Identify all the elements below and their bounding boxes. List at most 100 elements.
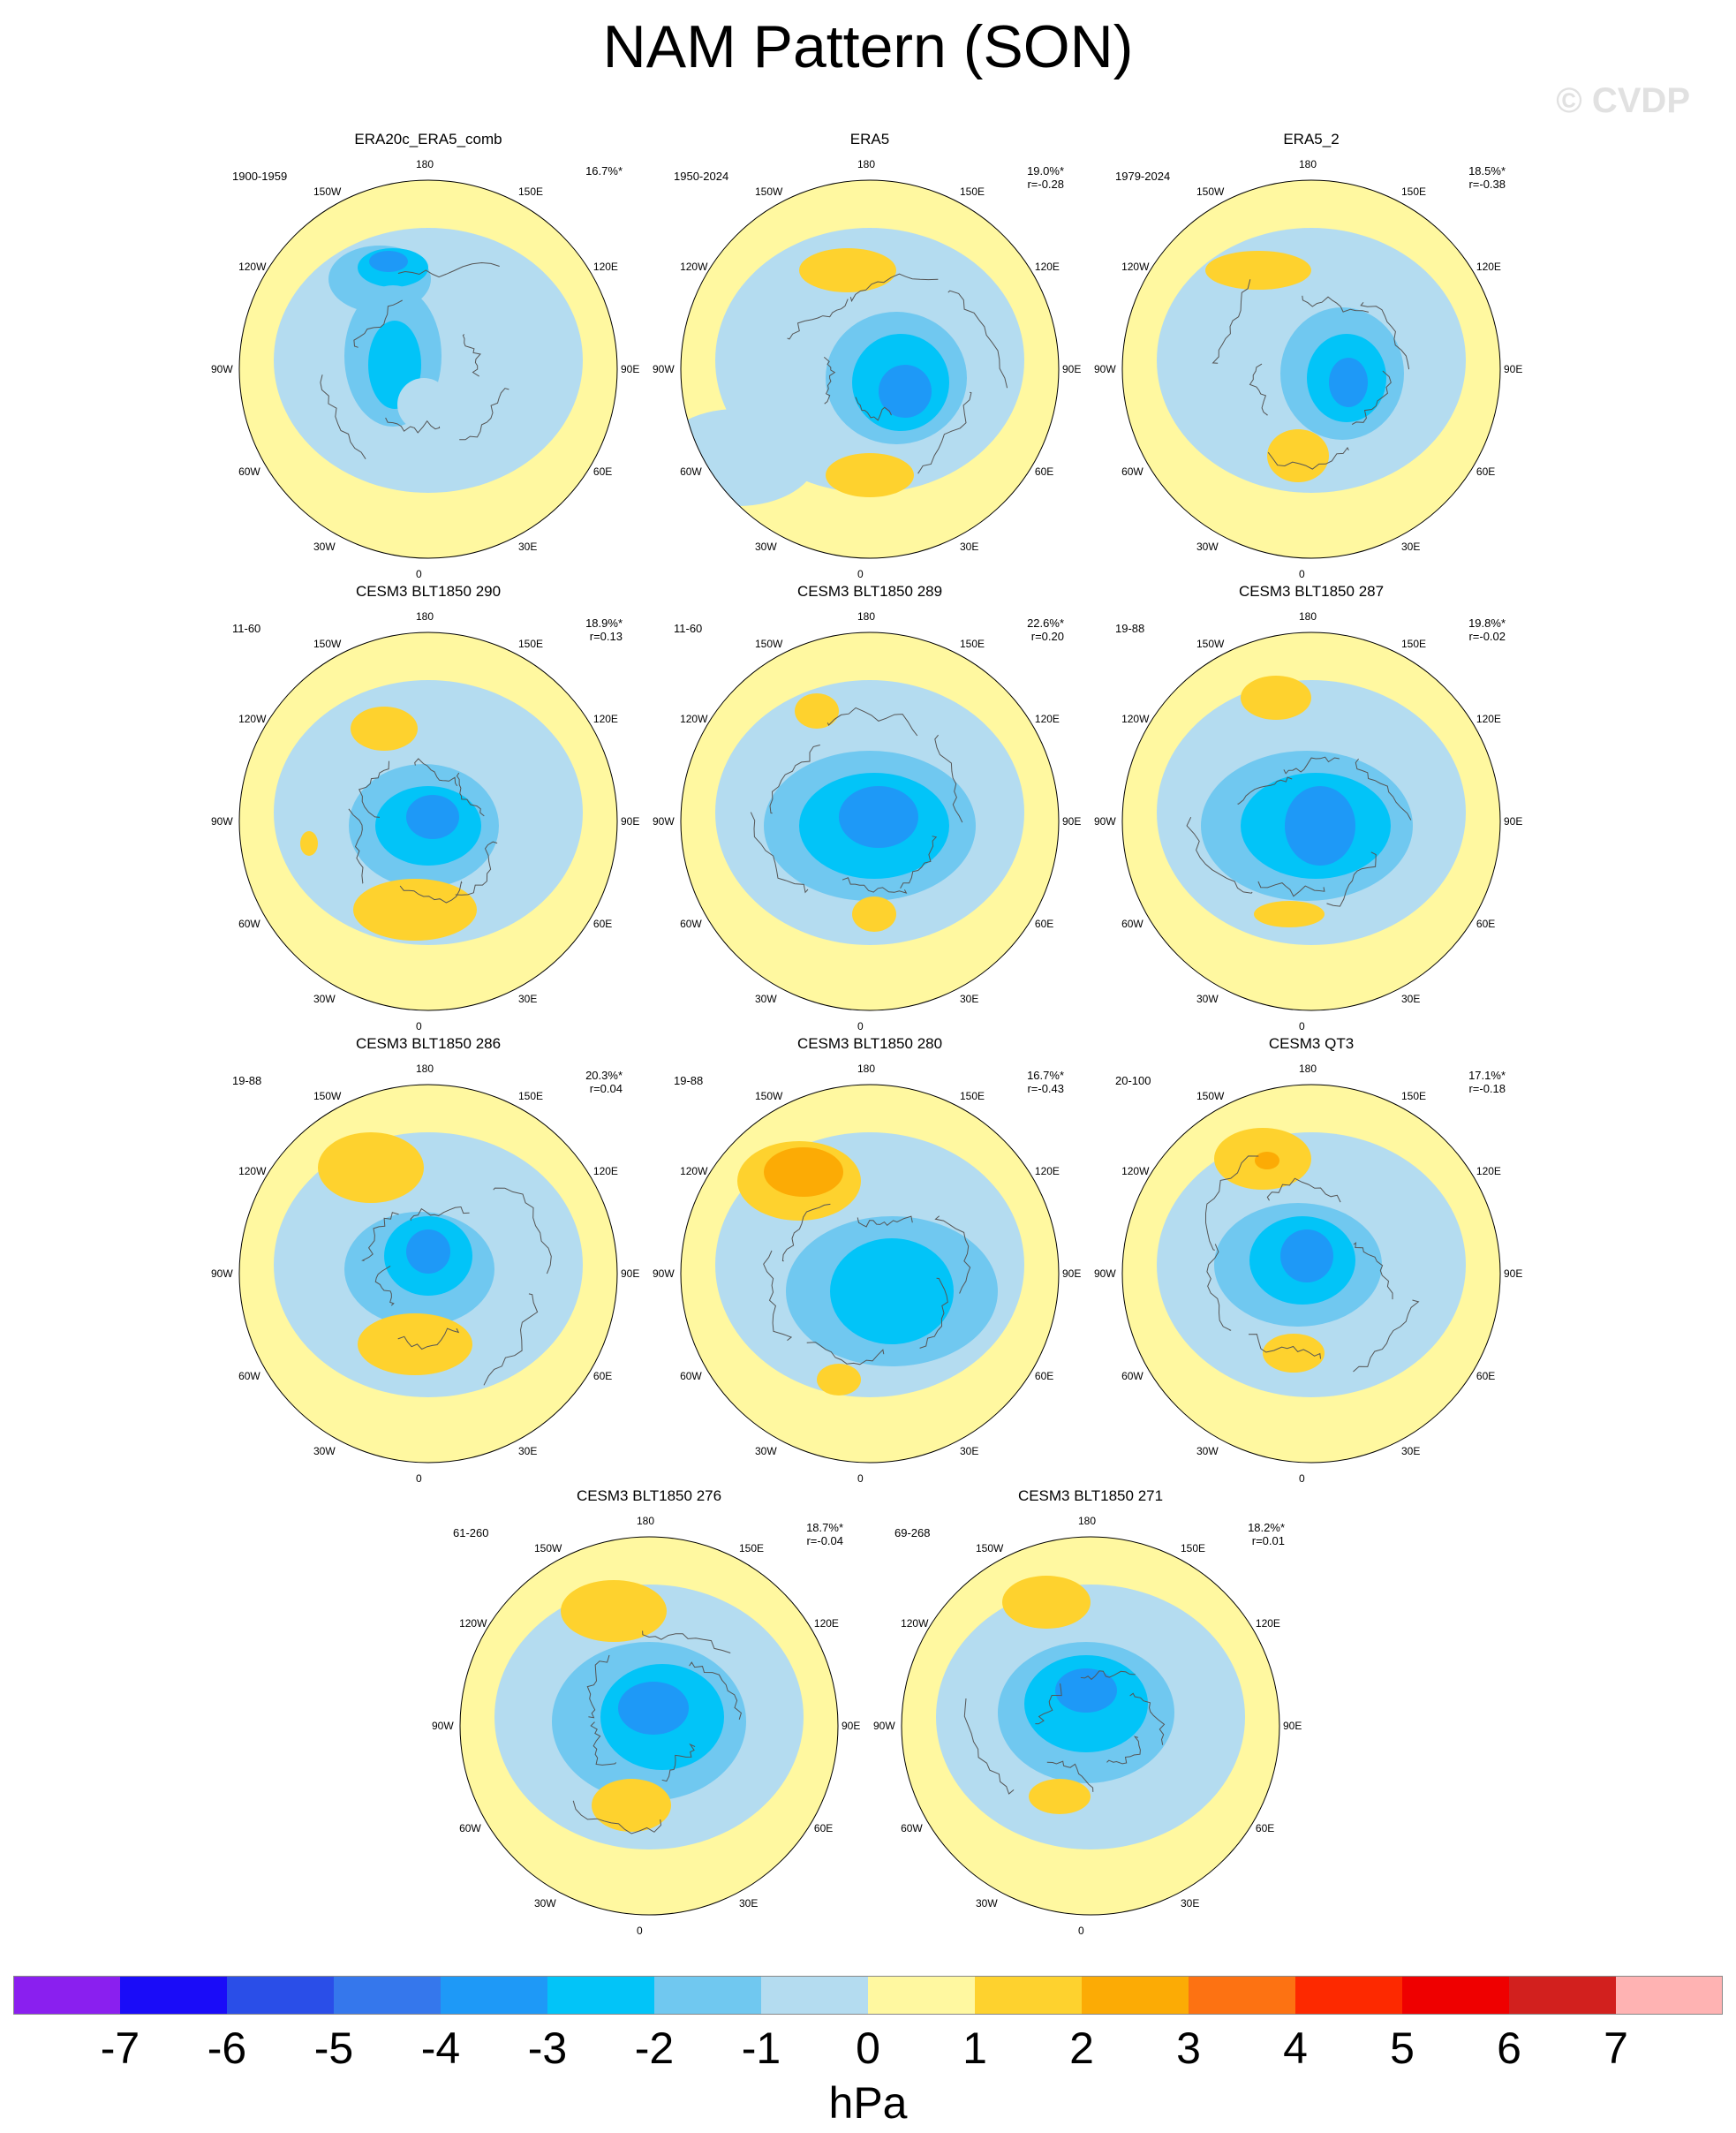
longitude-label: 150E: [518, 185, 544, 199]
panel-title: CESM3 QT3: [1268, 1035, 1355, 1052]
polar-map: [238, 179, 618, 559]
longitude-label: 90W: [653, 815, 675, 828]
polar-map: [238, 632, 618, 1011]
anomaly-region: [764, 1147, 843, 1197]
panel-stats: 18.2%* r=0.01: [1248, 1521, 1285, 1547]
map-panel: CESM3 BLT1850 287 19-88 19.8%* r=-0.02 180 1…: [1094, 583, 1523, 1032]
anomaly-region: [795, 693, 839, 729]
longitude-label: 150W: [1196, 185, 1225, 199]
anomaly-region: [1285, 786, 1355, 866]
longitude-label: 90E: [1283, 1720, 1302, 1732]
colorbar-swatch: [1616, 1976, 1723, 2015]
longitude-label: 180: [637, 1515, 655, 1527]
longitude-label: 60E: [593, 465, 613, 478]
longitude-label: 150E: [1401, 1090, 1427, 1103]
longitude-label: 150W: [534, 1542, 562, 1555]
longitude-label: 90E: [842, 1720, 861, 1732]
longitude-label: 90E: [1504, 1267, 1523, 1280]
longitude-label: 60E: [1476, 918, 1496, 930]
colorbar-swatch: [1295, 1976, 1403, 2015]
anomaly-region: [592, 1779, 671, 1832]
longitude-label: 60W: [238, 1370, 260, 1382]
anomaly-region: [1263, 1334, 1325, 1373]
anomaly-region: [351, 707, 418, 751]
colorbar-swatch: [654, 1976, 762, 2015]
panel-title: CESM3 BLT1850 271: [1017, 1487, 1164, 1504]
longitude-label: 30W: [976, 1896, 998, 1910]
longitude-label: 150W: [1196, 1090, 1225, 1103]
longitude-label: 0: [857, 1472, 864, 1485]
longitude-label: 60E: [1034, 1370, 1054, 1382]
anomaly-region: [799, 248, 896, 292]
map-border: [238, 632, 618, 1011]
colorbar-tick-label: -7: [100, 2023, 140, 2073]
longitude-label: 180: [416, 1063, 434, 1075]
longitude-label: 0: [416, 568, 422, 580]
anomaly-region: [1254, 901, 1325, 927]
map-panel: ERA5 1950-2024 19.0%* r=-0.28 180 150E 120E 90…: [653, 131, 1082, 580]
longitude-label: 90E: [1504, 815, 1523, 828]
longitude-label: 180: [857, 158, 876, 170]
longitude-label: 30E: [960, 992, 979, 1005]
longitude-label: 120W: [680, 261, 708, 273]
panel-title: CESM3 BLT1850 287: [1238, 583, 1385, 600]
colorbar: [13, 1976, 1723, 2015]
colorbar-tick-label: -2: [634, 2023, 675, 2073]
map-panel: CESM3 BLT1850 290 11-60 18.9%* r=0.13 180 15…: [211, 583, 640, 1032]
panel-title: CESM3 BLT1850 289: [796, 583, 943, 600]
panel-stats: 18.9%* r=0.13: [585, 616, 623, 643]
longitude-label: 30E: [1181, 1896, 1200, 1910]
longitude-label: 90E: [1062, 363, 1082, 375]
longitude-label: 30W: [1196, 540, 1219, 553]
colorbar-tick-label: 1: [962, 2023, 987, 2073]
longitude-label: 120E: [593, 261, 618, 273]
map-border: [680, 179, 1060, 559]
colorbar-swatch: [1509, 1976, 1617, 2015]
anomaly-region: [300, 831, 318, 856]
longitude-label: 180: [1299, 1063, 1317, 1075]
longitude-label: 60W: [459, 1822, 481, 1834]
longitude-label: 150E: [960, 1090, 985, 1103]
anomaly-region: [817, 1364, 861, 1396]
longitude-label: 150E: [1401, 638, 1427, 651]
longitude-label: 30W: [755, 992, 777, 1005]
anomaly-region: [1280, 1229, 1333, 1282]
longitude-label: 30W: [313, 992, 336, 1005]
longitude-label: 120E: [593, 1165, 618, 1177]
longitude-label: 180: [416, 610, 434, 623]
colorbar-tick-label: -3: [527, 2023, 568, 2073]
cvdp-watermark: © CVDP: [1556, 81, 1690, 120]
panel-stats: 17.1%* r=-0.18: [1468, 1069, 1506, 1095]
anomaly-region: [406, 795, 459, 839]
longitude-label: 30E: [1401, 992, 1421, 1005]
longitude-label: 120E: [1034, 713, 1060, 725]
colorbar-swatch: [975, 1976, 1083, 2015]
polar-map: [901, 1536, 1280, 1916]
map-border: [238, 179, 618, 559]
longitude-label: 90E: [621, 1267, 640, 1280]
longitude-label: 60E: [1476, 465, 1496, 478]
longitude-label: 120E: [1034, 1165, 1060, 1177]
panel-stats: 18.5%* r=-0.38: [1468, 164, 1506, 191]
longitude-label: 0: [637, 1925, 643, 1937]
longitude-label: 90W: [1094, 815, 1116, 828]
longitude-label: 30E: [739, 1896, 759, 1910]
longitude-label: 60W: [1121, 1370, 1143, 1382]
longitude-label: 150E: [518, 1090, 544, 1103]
anomaly-region: [830, 1238, 954, 1344]
longitude-label: 90E: [1062, 1267, 1082, 1280]
longitude-label: 90W: [1094, 363, 1116, 375]
coastlines: [1211, 279, 1410, 470]
longitude-label: 30E: [960, 540, 979, 553]
colorbar-tick-label: -5: [313, 2023, 354, 2073]
anomaly-region: [318, 1132, 424, 1203]
longitude-label: 120W: [238, 713, 267, 725]
colorbar-tick-label: 2: [1069, 2023, 1094, 2073]
longitude-label: 180: [1299, 158, 1317, 170]
colorbar-tick-label: 5: [1390, 2023, 1415, 2073]
coastlines: [572, 1630, 742, 1834]
panel-period: 69-268: [894, 1526, 931, 1539]
longitude-label: 120W: [1121, 261, 1150, 273]
longitude-label: 30E: [1401, 1444, 1421, 1457]
longitude-label: 120E: [1255, 1617, 1280, 1630]
